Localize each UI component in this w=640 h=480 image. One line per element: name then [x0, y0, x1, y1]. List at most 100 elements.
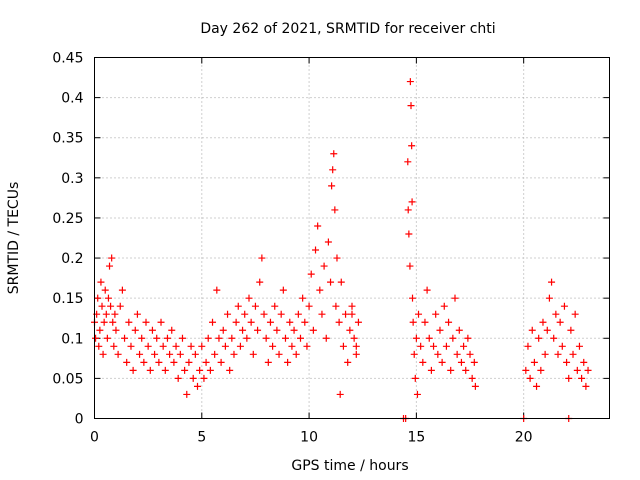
data-point [407, 102, 415, 110]
data-point [442, 342, 450, 350]
data-point [466, 350, 474, 358]
data-point [256, 278, 264, 286]
data-point [303, 342, 311, 350]
data-point [98, 302, 106, 310]
data-point [335, 318, 343, 326]
data-point [417, 342, 425, 350]
data-point [260, 310, 268, 318]
data-point [155, 358, 163, 366]
data-point [232, 318, 240, 326]
data-point [96, 326, 104, 334]
data-point [445, 318, 453, 326]
data-point [271, 302, 279, 310]
data-point [560, 302, 568, 310]
data-point [344, 358, 352, 366]
data-point [348, 302, 356, 310]
data-point [178, 334, 186, 342]
y-tick-label: 0.4 [61, 91, 83, 107]
x-tick-label: 10 [300, 430, 318, 446]
data-point [174, 374, 182, 382]
data-point [550, 334, 558, 342]
data-point [92, 334, 100, 342]
data-point [406, 262, 414, 270]
data-point [436, 326, 444, 334]
data-point [328, 182, 336, 190]
data-point [292, 350, 300, 358]
data-point [582, 382, 590, 390]
data-point [258, 254, 266, 262]
data-point [140, 358, 148, 366]
data-point [228, 334, 236, 342]
data-point [411, 374, 419, 382]
data-point [266, 318, 274, 326]
data-point [297, 334, 304, 342]
data-point [327, 278, 335, 286]
data-point [408, 198, 416, 206]
data-point [348, 310, 356, 318]
y-tick-label: 0.45 [52, 51, 83, 67]
data-point [97, 278, 105, 286]
data-point [290, 326, 298, 334]
data-point [427, 366, 435, 374]
data-point [352, 342, 360, 350]
y-tick-label: 0.35 [52, 131, 83, 147]
x-tick-label: 5 [197, 430, 206, 446]
data-point [284, 358, 292, 366]
data-point [200, 374, 208, 382]
data-point [573, 366, 581, 374]
x-tick-label: 20 [515, 430, 533, 446]
data-point [191, 350, 199, 358]
data-point [172, 342, 180, 350]
data-point [438, 358, 446, 366]
data-point [249, 350, 257, 358]
data-point [288, 342, 296, 350]
data-point [262, 334, 270, 342]
data-point [337, 278, 345, 286]
data-point [332, 302, 340, 310]
data-point [215, 334, 223, 342]
data-point [196, 366, 204, 374]
data-point [281, 334, 289, 342]
data-point [112, 326, 120, 334]
data-point [247, 318, 255, 326]
data-point [148, 326, 156, 334]
data-point [530, 358, 538, 366]
data-point [346, 326, 354, 334]
data-point [423, 286, 431, 294]
data-point [127, 342, 135, 350]
data-point [409, 318, 417, 326]
data-point [176, 350, 184, 358]
data-point [118, 286, 126, 294]
data-point [548, 278, 556, 286]
data-point [108, 254, 116, 262]
data-point [432, 310, 440, 318]
data-point [144, 342, 152, 350]
data-point [136, 350, 144, 358]
data-point [556, 318, 564, 326]
axis-ticks [94, 57, 610, 419]
x-tick-label: 0 [90, 430, 99, 446]
data-point [106, 262, 114, 270]
data-point [535, 334, 543, 342]
data-point [309, 326, 317, 334]
data-point [339, 342, 347, 350]
y-tick-labels: 0 0.05 0.1 0.15 0.2 0.25 0.3 0.35 0.4 0.45 [52, 51, 83, 428]
data-point [166, 350, 174, 358]
data-point [584, 366, 592, 374]
data-point [202, 358, 210, 366]
data-point [563, 358, 571, 366]
data-point [524, 342, 532, 350]
data-point [254, 326, 262, 334]
data-point [336, 390, 344, 398]
data-point [522, 366, 530, 374]
data-point [129, 366, 137, 374]
data-point [116, 302, 124, 310]
data-point [316, 286, 324, 294]
data-point [100, 318, 108, 326]
data-point [217, 358, 225, 366]
data-point [104, 294, 112, 302]
data-point [234, 302, 242, 310]
data-point [470, 358, 478, 366]
data-point [460, 342, 468, 350]
data-point [209, 318, 217, 326]
